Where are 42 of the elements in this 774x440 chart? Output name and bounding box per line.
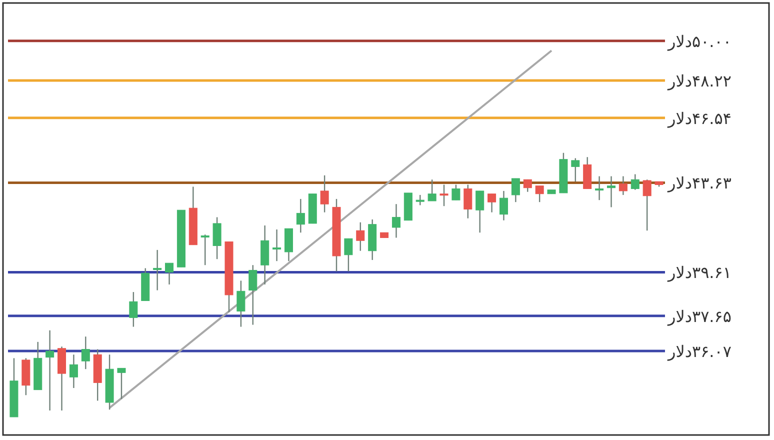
y-tick-label: ۳۷.۶۵دلار — [667, 306, 732, 326]
y-tick-label: ۵۰.۰۰دلار — [667, 32, 732, 51]
candlestick — [428, 178, 436, 202]
candlestick — [642, 178, 652, 232]
candlestick — [81, 336, 90, 370]
candlestick — [464, 184, 472, 219]
candlestick — [165, 262, 174, 286]
candlestick — [200, 234, 210, 266]
candlestick — [392, 203, 400, 238]
y-tick-label: ۳۹.۶۱دلار — [667, 263, 732, 282]
candlestick — [630, 174, 640, 190]
y-tick-label: ۴۶.۵۴دلار — [667, 108, 732, 128]
candlestick — [212, 216, 222, 260]
candlestick — [344, 238, 353, 272]
candlestick — [236, 280, 246, 328]
candlestick — [488, 193, 496, 213]
candlestick — [452, 184, 460, 201]
candlestick — [440, 184, 448, 207]
candlestick — [296, 198, 305, 234]
candlestick — [356, 222, 365, 252]
candlestick — [618, 176, 628, 196]
candlestick — [69, 354, 78, 389]
candlestick — [117, 368, 126, 400]
candlestick — [571, 158, 580, 182]
candlestick — [320, 174, 329, 213]
y-tick-label: ۳۶.۰۷دلار — [667, 342, 732, 362]
y-tick-label: ۴۳.۶۳دلار — [667, 174, 732, 193]
candlestick — [511, 178, 520, 203]
candlestick — [499, 190, 508, 221]
candlestick — [248, 264, 258, 326]
candlestick — [606, 176, 616, 208]
y-tick-label: ۴۸.۲۲دلار — [667, 71, 732, 90]
candlestick — [416, 194, 424, 206]
candlestick — [272, 228, 282, 262]
candlestick — [284, 228, 293, 262]
candlestick — [476, 190, 484, 234]
candlestick — [523, 178, 532, 192]
candlestick — [595, 176, 604, 201]
candlestick — [46, 330, 54, 412]
candlestick — [535, 185, 544, 203]
candlestick — [153, 249, 162, 291]
candlestick — [129, 291, 138, 328]
